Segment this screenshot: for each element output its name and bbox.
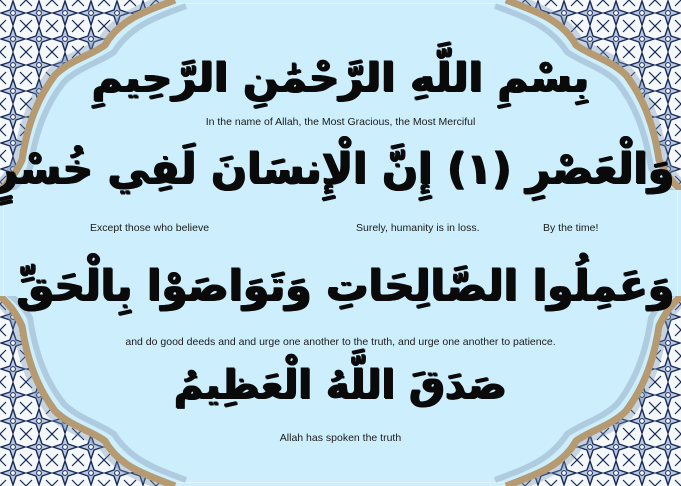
closing-translation: Allah has spoken the truth: [279, 432, 402, 444]
closing-arabic: صَدَقَ اللَّهُ الْعَظِيمُ: [174, 362, 507, 408]
basmala-arabic: بِسْمِ اللَّهِ الرَّحْمَٰنِ الرَّحِيمِ: [91, 55, 590, 101]
translation-by-the-time: By the time!: [543, 222, 599, 234]
corner-ornament-bottom-right-icon: [481, 296, 681, 486]
ayah-3-translation: and do good deeds and and urge one anoth…: [125, 336, 556, 348]
translation-except-those-who-believe: Except those who believe: [90, 222, 210, 234]
corner-ornament-top-right-icon: [481, 0, 681, 190]
translation-humanity-in-loss: Surely, humanity is in loss.: [356, 222, 480, 234]
basmala-translation: In the name of Allah, the Most Gracious,…: [205, 116, 476, 128]
corner-ornament-top-left-icon: [0, 0, 200, 190]
corner-ornament-bottom-left-icon: [0, 296, 200, 486]
ayah-1-2-arabic: وَالْعَصْرِ (١) إِنَّ الْإِنسَانَ لَفِي …: [0, 144, 675, 194]
ayah-3-arabic: وَعَمِلُوا الصَّالِحَاتِ وَتَوَاصَوْا بِ…: [0, 261, 675, 311]
